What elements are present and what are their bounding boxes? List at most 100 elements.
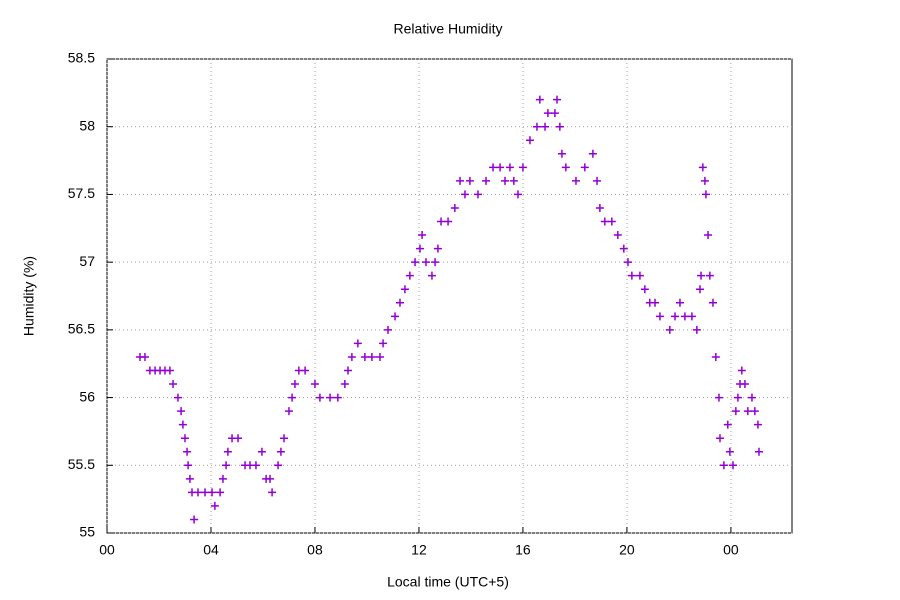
point	[719, 461, 728, 470]
point	[715, 434, 724, 443]
point	[210, 501, 219, 510]
point	[257, 447, 266, 456]
point	[619, 244, 628, 253]
point	[571, 176, 580, 185]
point	[754, 447, 763, 456]
point	[525, 136, 534, 145]
point	[456, 176, 465, 185]
point	[623, 258, 632, 267]
x-tick-label: 20	[619, 542, 635, 558]
point	[450, 203, 459, 212]
point	[183, 447, 192, 456]
point	[753, 420, 762, 429]
point	[600, 217, 609, 226]
point	[310, 380, 319, 389]
point	[177, 407, 186, 416]
point	[747, 393, 756, 402]
point	[415, 244, 424, 253]
point	[444, 217, 453, 226]
point	[395, 298, 404, 307]
point	[375, 352, 384, 361]
point	[315, 393, 324, 402]
x-tick-label: 12	[411, 542, 427, 558]
point	[743, 407, 752, 416]
x-tick-label: 04	[203, 542, 219, 558]
point	[555, 122, 564, 131]
y-axis-label: Humidity (%)	[21, 256, 37, 336]
point	[723, 420, 732, 429]
point	[552, 95, 561, 104]
point	[701, 190, 710, 199]
point	[288, 393, 297, 402]
point	[367, 352, 376, 361]
point	[178, 420, 187, 429]
point	[557, 149, 566, 158]
point	[675, 298, 684, 307]
point	[460, 190, 469, 199]
point	[326, 393, 335, 402]
point	[427, 271, 436, 280]
point	[731, 407, 740, 416]
chart-title: Relative Humidity	[394, 21, 503, 37]
point	[201, 488, 210, 497]
point	[728, 461, 737, 470]
point	[514, 190, 522, 199]
point	[223, 447, 232, 456]
point	[340, 380, 349, 389]
point	[482, 176, 491, 185]
point	[140, 352, 149, 361]
point	[595, 203, 604, 212]
point	[465, 176, 474, 185]
point	[169, 380, 178, 389]
point	[347, 352, 356, 361]
point	[593, 176, 602, 185]
point	[733, 393, 742, 402]
point	[680, 312, 689, 321]
point	[613, 231, 622, 240]
x-tick-label: 00	[99, 542, 115, 558]
point	[165, 366, 174, 375]
point	[588, 149, 597, 158]
point	[190, 515, 199, 524]
point	[655, 312, 664, 321]
point	[698, 163, 707, 172]
point	[343, 366, 352, 375]
point	[518, 163, 527, 172]
point	[222, 461, 231, 470]
point	[405, 271, 414, 280]
point	[665, 325, 674, 334]
point	[509, 176, 518, 185]
x-tick-label: 08	[307, 542, 323, 558]
y-tick-label: 56.5	[68, 321, 95, 337]
point	[651, 298, 659, 307]
point	[433, 244, 442, 253]
point	[276, 447, 285, 456]
point	[400, 285, 409, 294]
point	[532, 122, 541, 131]
point	[473, 190, 482, 199]
point	[333, 393, 342, 402]
point	[561, 163, 570, 172]
point	[607, 217, 616, 226]
point	[714, 393, 723, 402]
point	[740, 380, 749, 389]
y-tick-label: 58	[79, 117, 95, 133]
point	[418, 231, 427, 240]
point	[208, 488, 217, 497]
point	[290, 380, 299, 389]
point	[711, 352, 720, 361]
point	[535, 95, 544, 104]
point	[353, 339, 362, 348]
point	[501, 176, 510, 185]
point	[360, 352, 369, 361]
y-tick-label: 55.5	[68, 456, 95, 472]
y-tick-label: 57.5	[68, 185, 95, 201]
point	[635, 271, 644, 280]
point	[687, 312, 696, 321]
y-tick-label: 57	[79, 253, 95, 269]
point	[700, 176, 709, 185]
point	[234, 434, 243, 443]
point	[184, 461, 193, 470]
point	[251, 461, 260, 470]
point	[180, 434, 189, 443]
